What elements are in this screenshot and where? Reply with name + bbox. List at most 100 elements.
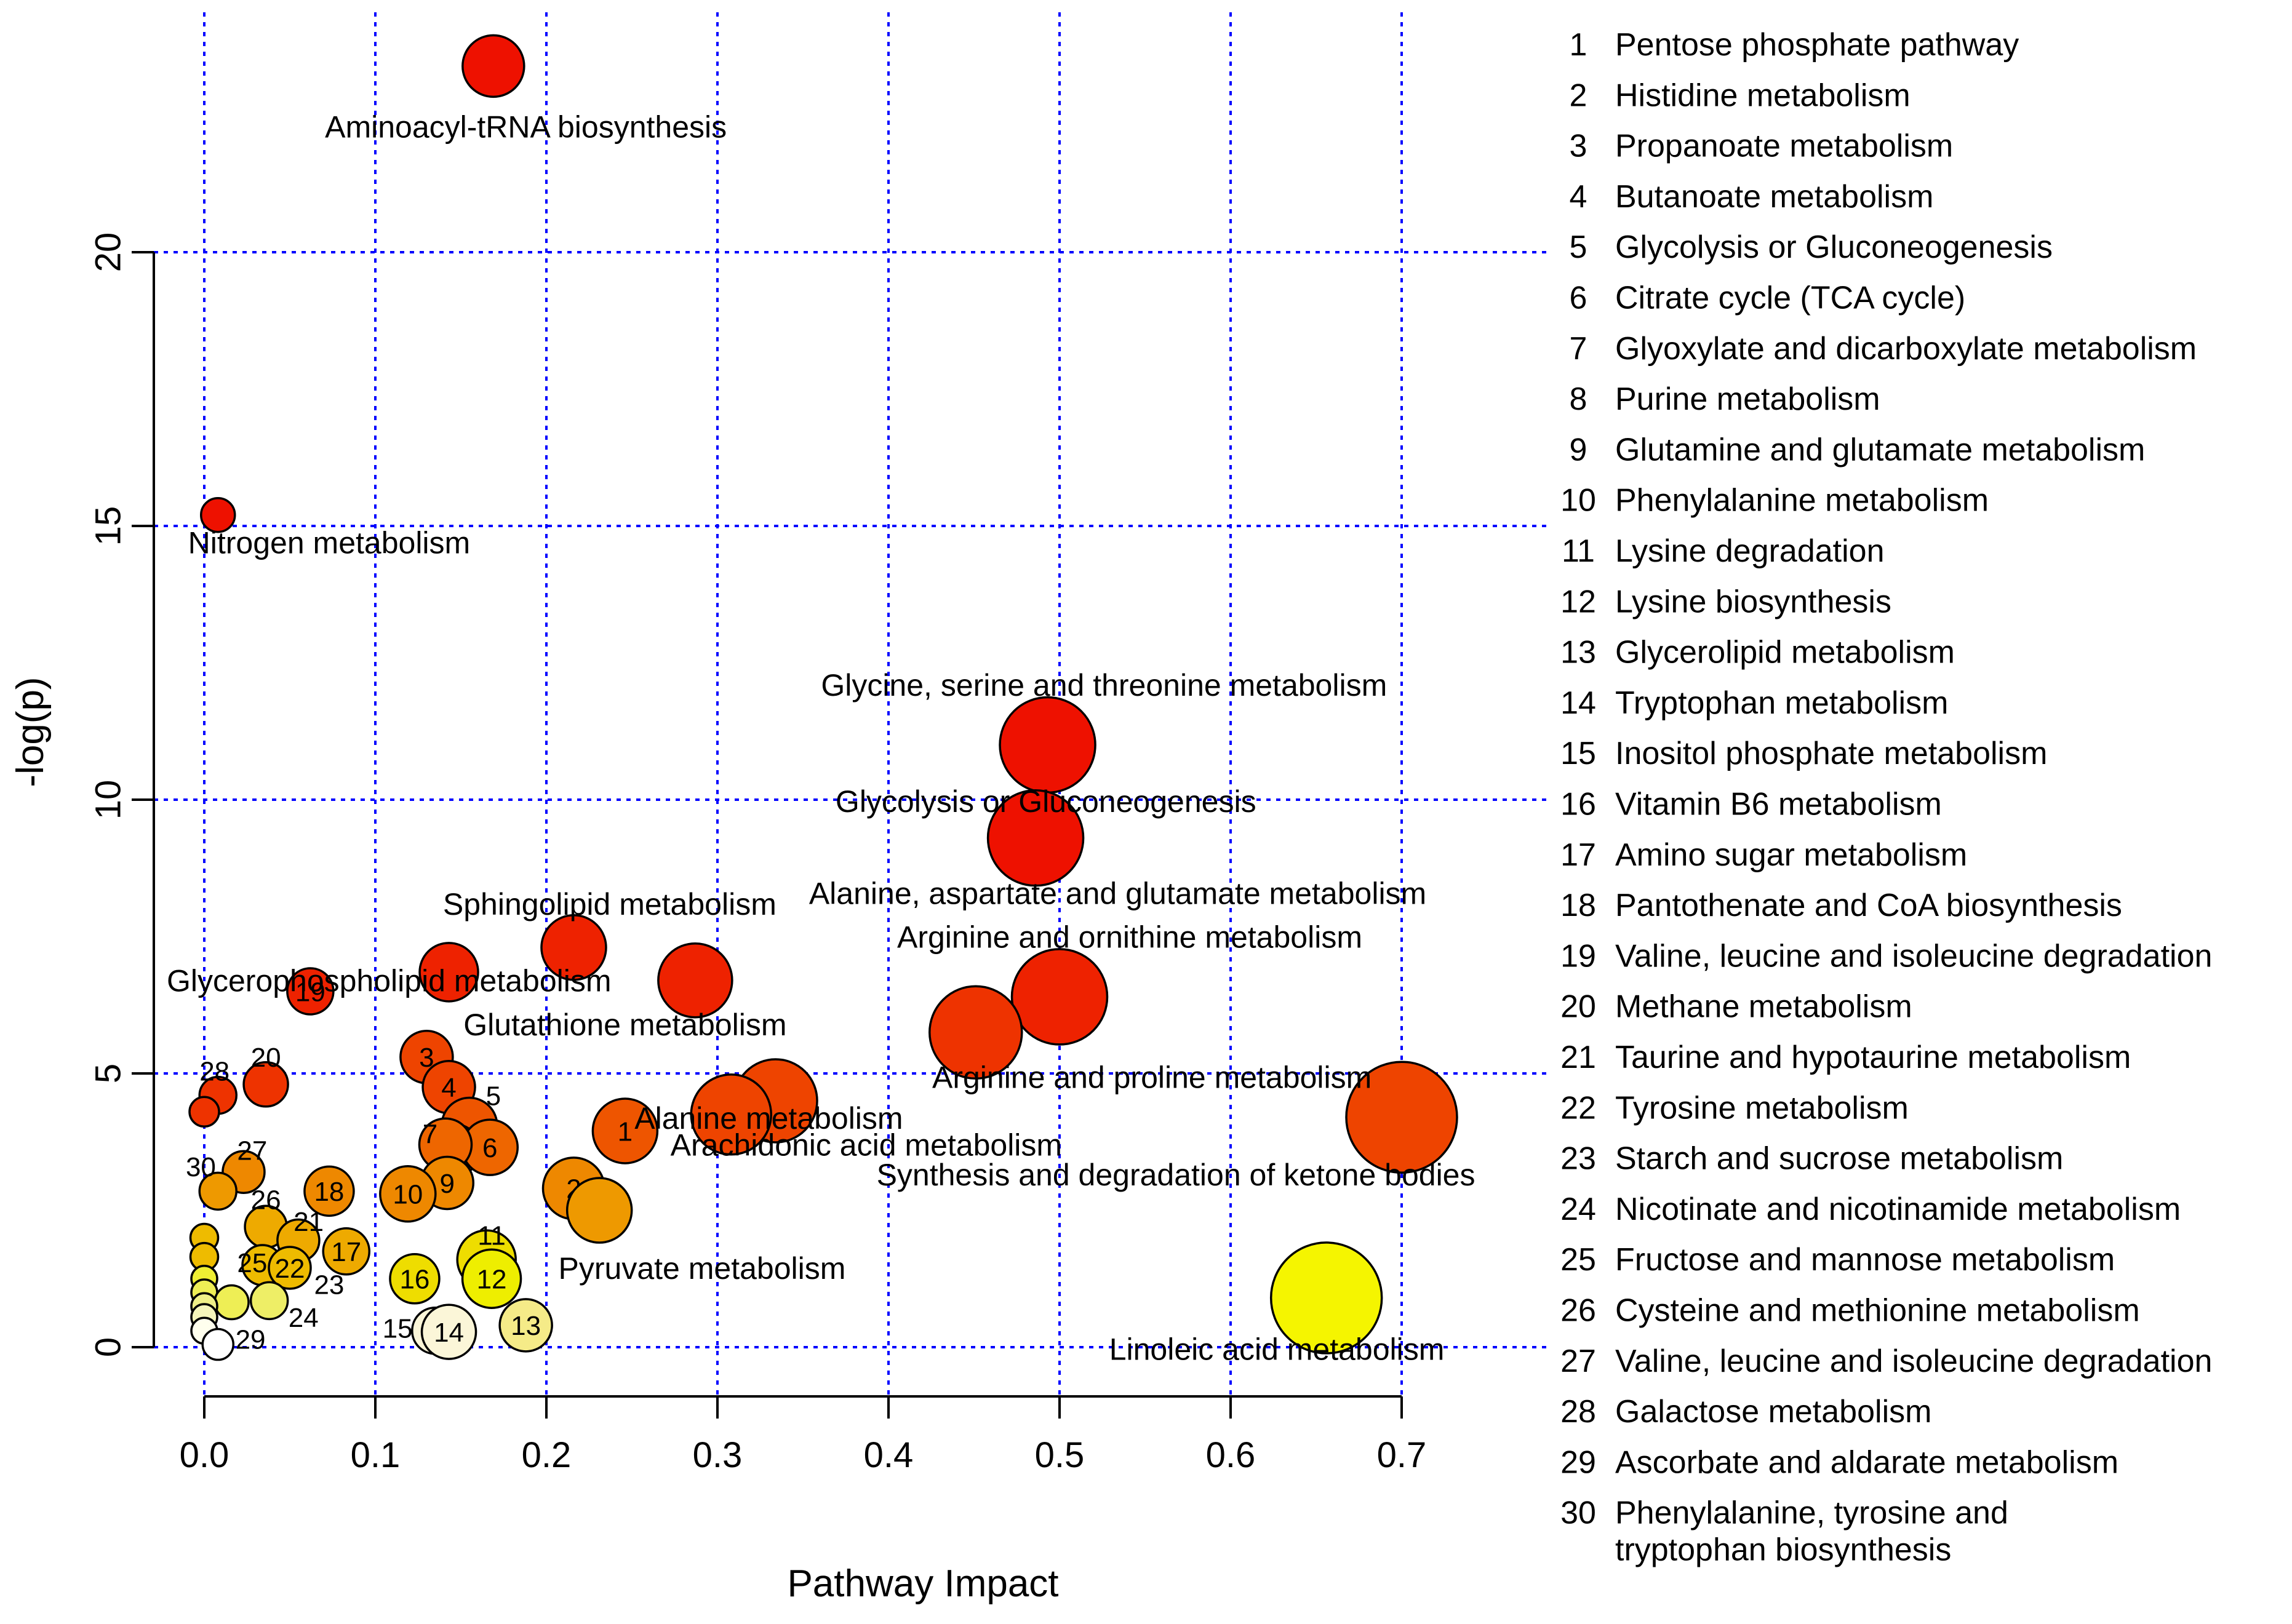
legend-number: 18 <box>1560 888 1596 923</box>
legend-entry: Tryptophan metabolism <box>1615 685 1948 721</box>
data-point-label: 14 <box>434 1318 464 1348</box>
legend-number: 21 <box>1560 1040 1596 1075</box>
legend-entry: Glycolysis or Gluconeogenesis <box>1615 229 2053 265</box>
legend-entry: Lysine biosynthesis <box>1615 584 1891 619</box>
point-number-label: 11 <box>477 1220 506 1251</box>
data-point-label: 18 <box>314 1177 344 1207</box>
legend-entry: Propanoate metabolism <box>1615 129 1953 164</box>
x-tick-label: 0.0 <box>180 1435 230 1475</box>
legend-number: 5 <box>1570 229 1587 265</box>
point-number-label: 26 <box>251 1185 281 1216</box>
legend-entry: Glycerolipid metabolism <box>1615 635 1955 671</box>
data-point <box>201 1327 234 1361</box>
data-point <box>420 1304 477 1360</box>
data-point <box>1345 1061 1458 1174</box>
legend-number: 1 <box>1570 27 1587 63</box>
point-number-label: 28 <box>199 1056 230 1086</box>
legend-number: 30 <box>1560 1495 1596 1531</box>
pathway-annotation: Aminoacyl-tRNA biosynthesis <box>325 109 727 144</box>
data-point <box>540 914 607 981</box>
legend-entry-line: Phenylalanine, tyrosine and <box>1615 1495 2008 1531</box>
data-point <box>498 1298 553 1353</box>
y-tick-label: 10 <box>88 780 128 820</box>
legend-entry: Tyrosine metabolism <box>1615 1090 1909 1126</box>
legend-number: 24 <box>1560 1192 1596 1227</box>
pathway-annotation: Glycolysis or Gluconeogenesis <box>836 784 1256 819</box>
data-point <box>591 1097 659 1164</box>
data-point <box>214 1284 250 1321</box>
data-points: 1934186918102172216121314 <box>188 34 1458 1361</box>
x-axis-title: Pathway Impact <box>787 1562 1058 1605</box>
pathway-annotation: Glycine, serine and threonine metabolism <box>821 668 1387 703</box>
point-number-label: 21 <box>293 1207 324 1237</box>
legend-number: 26 <box>1560 1293 1596 1329</box>
data-point <box>199 496 236 533</box>
data-point <box>986 789 1085 887</box>
y-tick-label: 5 <box>88 1064 128 1083</box>
pathway-annotation: Nitrogen metabolism <box>188 526 471 560</box>
point-number-label: 24 <box>289 1303 319 1333</box>
legend-number: 14 <box>1560 685 1596 721</box>
point-number-label: 23 <box>314 1270 344 1300</box>
x-tick-label: 0.5 <box>1035 1435 1085 1475</box>
legend-entry: Galactose metabolism <box>1615 1394 1931 1430</box>
data-point <box>268 1246 312 1290</box>
legend-entry: Fructose and mannose metabolism <box>1615 1242 2115 1278</box>
legend-entry: Lysine degradation <box>1615 533 1885 569</box>
legend-number: 19 <box>1560 938 1596 974</box>
x-tick-label: 0.6 <box>1206 1435 1256 1475</box>
data-point <box>461 1248 522 1309</box>
pathway-annotation: Pyruvate metabolism <box>559 1251 846 1286</box>
pathway-annotation: Linoleic acid metabolism <box>1109 1332 1445 1367</box>
y-tick-label: 20 <box>88 233 128 273</box>
pathway-annotation: Alanine metabolism <box>634 1101 903 1136</box>
point-number-label: 5 <box>486 1081 501 1111</box>
legend-number: 22 <box>1560 1090 1596 1126</box>
point-number-label: 27 <box>237 1136 267 1166</box>
x-tick-label: 0.3 <box>693 1435 743 1475</box>
legend-entry: Glyoxylate and dicarboxylate metabolism <box>1615 331 2197 367</box>
legend-number: 23 <box>1560 1141 1596 1177</box>
legend-entry: Starch and sucrose metabolism <box>1615 1141 2063 1177</box>
data-point <box>286 967 335 1016</box>
pathway-annotation: Alanine, aspartate and glutamate metabol… <box>809 876 1426 910</box>
pathway-annotation: Glutathione metabolism <box>463 1008 786 1042</box>
point-number-label: 15 <box>383 1314 413 1344</box>
legend-entry: Methane metabolism <box>1615 989 1912 1025</box>
data-point <box>690 1073 772 1156</box>
data-point <box>188 1096 220 1128</box>
legend-number: 17 <box>1560 837 1596 873</box>
data-point-label: 16 <box>399 1265 429 1295</box>
data-point <box>928 985 1023 1080</box>
legend-entry: Glutamine and glutamate metabolism <box>1615 432 2145 468</box>
legend-number: 8 <box>1570 381 1587 417</box>
data-point <box>242 1061 289 1108</box>
point-number-label: 20 <box>251 1043 281 1073</box>
legend-entry: Histidine metabolism <box>1615 78 1911 113</box>
annotations: Aminoacyl-tRNA biosynthesis Nitrogen meta… <box>167 109 1475 1366</box>
legend-number: 28 <box>1560 1394 1596 1430</box>
data-point <box>322 1227 370 1276</box>
pathway-annotation: Arginine and proline metabolism <box>932 1060 1372 1094</box>
data-point <box>418 942 479 1003</box>
legend-number: 25 <box>1560 1242 1596 1278</box>
data-point-label: 1 <box>618 1116 633 1147</box>
legend-entry: Amino sugar metabolism <box>1615 837 1967 873</box>
legend-number: 16 <box>1560 787 1596 822</box>
legend-number: 11 <box>1562 533 1595 569</box>
legend-entry: Butanoate metabolism <box>1615 179 1933 215</box>
data-point-label: 6 <box>482 1133 497 1163</box>
legend-entry: Inositol phosphate metabolism <box>1615 736 2047 771</box>
legend-entry: Purine metabolism <box>1615 381 1880 417</box>
legend-entry: Taurine and hypotaurine metabolism <box>1615 1040 2131 1075</box>
point-number-label: 29 <box>236 1324 266 1355</box>
x-tick-label: 0.2 <box>522 1435 572 1475</box>
data-point-label: 10 <box>393 1180 423 1210</box>
legend-number: 20 <box>1560 989 1596 1025</box>
data-point-label: 22 <box>275 1254 305 1284</box>
data-point <box>657 942 733 1019</box>
pathway-annotation: Glycerophospholipid metabolism <box>167 964 612 998</box>
